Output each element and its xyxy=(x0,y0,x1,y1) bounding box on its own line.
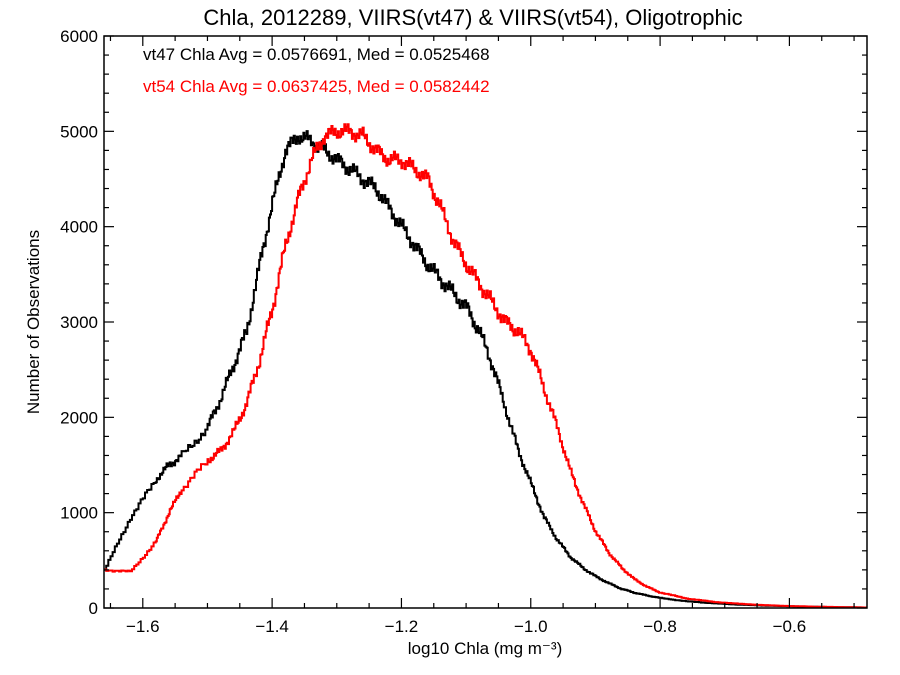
x-axis-ticks: −1.6 −1.4 −1.2 −1.0 −0.8 −0.6 xyxy=(109,36,855,636)
x-tick-label: −1.2 xyxy=(385,617,419,636)
plot-frame xyxy=(103,35,868,609)
series-line-0 xyxy=(104,130,867,609)
annotation-vt47: vt47 Chla Avg = 0.0576691, Med = 0.05254… xyxy=(143,45,490,64)
y-tick-label: 2000 xyxy=(60,408,98,427)
y-tick-label: 6000 xyxy=(60,27,98,46)
x-axis-label: log10 Chla (mg m⁻³) xyxy=(408,639,562,658)
y-axis-ticks: 0 1000 2000 3000 4000 5000 6000 xyxy=(60,27,867,618)
y-tick-label: 0 xyxy=(89,599,98,618)
x-tick-label: −1.0 xyxy=(514,617,548,636)
y-tick-label: 5000 xyxy=(60,122,98,141)
y-tick-label: 1000 xyxy=(60,504,98,523)
series-line-1 xyxy=(104,123,867,609)
x-tick-label: −0.6 xyxy=(773,617,807,636)
x-tick-label: −1.6 xyxy=(126,617,160,636)
y-axis-label: Number of Observations xyxy=(24,230,43,414)
y-tick-label: 4000 xyxy=(60,218,98,237)
x-tick-label: −1.4 xyxy=(255,617,289,636)
annotation-vt54: vt54 Chla Avg = 0.0637425, Med = 0.05824… xyxy=(143,77,490,96)
series-layer xyxy=(104,123,867,609)
x-tick-label: −0.8 xyxy=(643,617,677,636)
chart-title: Chla, 2012289, VIIRS(vt47) & VIIRS(vt54)… xyxy=(203,5,742,30)
y-tick-label: 3000 xyxy=(60,313,98,332)
